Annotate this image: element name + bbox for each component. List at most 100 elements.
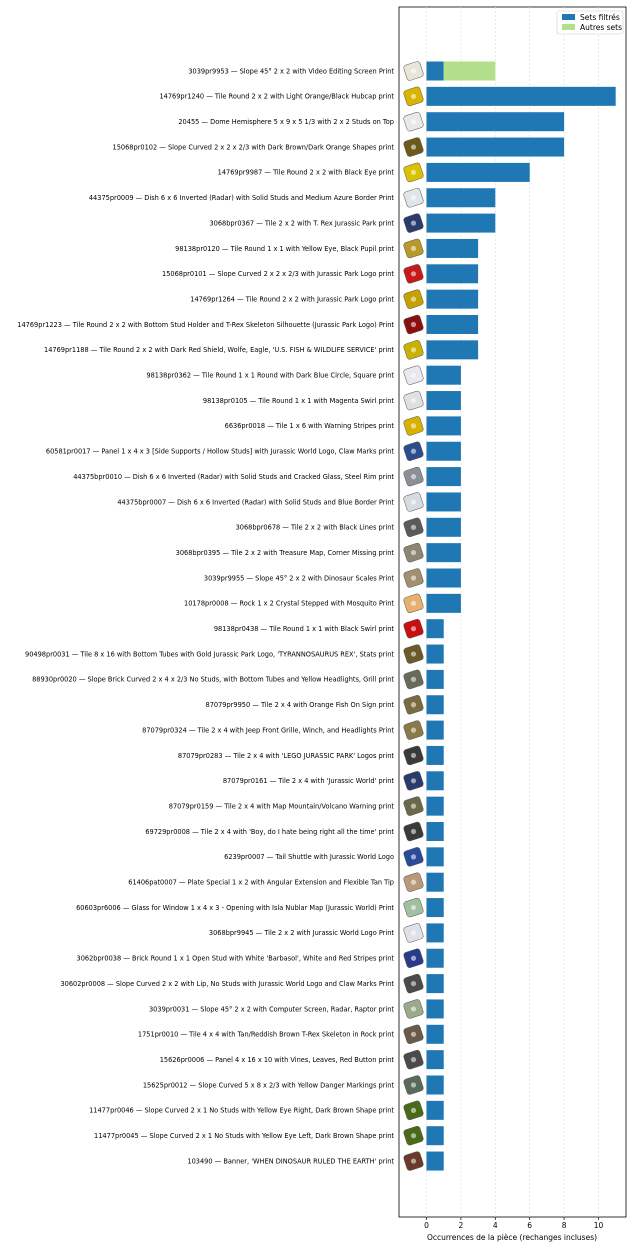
category-label: 15626pr0006 — Panel 4 x 16 x 10 with Vin… — [160, 1056, 395, 1064]
part-icon — [403, 796, 424, 816]
category-label: 3039pr0031 — Slope 45° 2 x 2 with Comput… — [149, 1005, 394, 1013]
bar-filtered — [426, 315, 479, 334]
category-label: 61406pat0007 — Plate Special 1 x 2 with … — [128, 879, 394, 887]
category-label: 3068bpr0678 — Tile 2 x 2 with Black Line… — [236, 524, 395, 532]
bar-filtered — [426, 695, 444, 715]
category-label: 14769pr1223 — Tile Round 2 x 2 with Bott… — [17, 321, 394, 329]
category-label: 98138pr0438 — Tile Round 1 x 1 with Blac… — [214, 625, 395, 633]
part-icon — [403, 948, 424, 968]
legend-label-other: Autres sets — [580, 23, 622, 32]
part-icon — [403, 1024, 424, 1045]
category-label: 44375bpr0010 — Dish 6 x 6 Inverted (Rada… — [73, 473, 394, 481]
category-label: 14769pr1264 — Tile Round 2 x 2 with Jura… — [190, 295, 394, 303]
bar-filtered — [426, 644, 444, 664]
bar-filtered — [426, 999, 444, 1019]
part-icon — [403, 593, 424, 614]
category-label: 15068pr0101 — Slope Curved 2 x 2 x 2/3 w… — [162, 270, 394, 278]
x-tick-label: 8 — [562, 1221, 567, 1230]
bar-filtered — [426, 213, 496, 233]
bar-filtered — [426, 771, 444, 791]
category-label: 60581pr0017 — Panel 1 x 4 x 3 [Side Supp… — [46, 448, 394, 456]
bar-filtered — [426, 543, 461, 563]
category-label: 20455 — Dome Hemisphere 5 x 9 x 5 1/3 wi… — [178, 118, 394, 126]
category-label: 3068bpr0395 — Tile 2 x 2 with Treasure M… — [176, 549, 395, 557]
category-label: 87079pr0283 — Tile 2 x 4 with 'LEGO JURA… — [178, 752, 395, 760]
category-label: 6636pr0018 — Tile 1 x 6 with Warning Str… — [225, 422, 395, 430]
part-icons — [403, 61, 424, 1171]
part-icon — [403, 847, 424, 867]
category-label: 87079pr0324 — Tile 2 x 4 with Jeep Front… — [142, 726, 394, 734]
bar-filtered — [426, 948, 444, 968]
category-label: 15625pr0012 — Slope Curved 5 x 8 x 2/3 w… — [143, 1081, 395, 1089]
part-icon — [403, 568, 424, 588]
bar-filtered — [426, 1075, 444, 1095]
bar-filtered — [426, 188, 496, 208]
category-label: 3068bpr9945 — Tile 2 x 2 with Jurassic W… — [209, 929, 395, 937]
bar-filtered — [426, 822, 444, 841]
part-icon — [403, 441, 424, 461]
part-icon — [403, 872, 424, 892]
part-icon — [403, 821, 424, 842]
bar-filtered — [426, 61, 444, 81]
part-icon — [403, 999, 424, 1019]
x-tick-label: 0 — [424, 1221, 429, 1230]
category-label: 10178pr0008 — Rock 1 x 2 Crystal Stepped… — [184, 600, 394, 608]
part-icon — [403, 745, 424, 766]
bar-filtered — [426, 517, 461, 537]
part-icon — [403, 923, 424, 943]
bar-filtered — [426, 289, 479, 309]
legend-swatch-filtered — [562, 14, 575, 20]
part-icon — [403, 897, 424, 918]
legend: Sets filtrés Autres sets — [556, 10, 624, 35]
category-label: 98138pr0105 — Tile Round 1 x 1 with Mage… — [203, 397, 395, 405]
bar-filtered — [426, 923, 444, 943]
part-icon — [403, 466, 424, 487]
category-label: 6239pr0007 — Tail Shuttle with Jurassic … — [224, 853, 394, 861]
bar-other — [443, 61, 496, 81]
part-icon — [403, 542, 424, 563]
part-icon — [403, 618, 424, 639]
bar-filtered — [426, 416, 461, 436]
x-tick-label: 4 — [493, 1221, 498, 1230]
part-icon — [403, 188, 424, 208]
bar-filtered — [426, 238, 479, 258]
category-label: 14769pr1240 — Tile Round 2 x 2 with Ligh… — [159, 93, 394, 101]
bar-filtered — [426, 974, 444, 994]
x-axis-title: Occurrences de la pièce (rechanges inclu… — [427, 1233, 597, 1242]
category-label: 103490 — Banner, 'WHEN DINOSAUR RULED TH… — [187, 1157, 394, 1165]
part-icon — [403, 314, 424, 335]
part-icon — [403, 492, 424, 512]
bar-filtered — [426, 568, 461, 588]
x-axis-ticks: 0 2 4 6 8 10 — [424, 1217, 603, 1230]
category-label: 44375pr0009 — Dish 6 x 6 Inverted (Radar… — [89, 194, 395, 202]
bars — [426, 61, 616, 1171]
category-label: 3039pr9953 — Slope 45° 2 x 2 with Video … — [188, 67, 394, 75]
part-icon — [403, 517, 424, 538]
part-icon — [403, 771, 424, 791]
bar-filtered — [426, 720, 444, 740]
part-icon — [403, 289, 424, 309]
bar-filtered — [426, 492, 461, 512]
part-icon — [403, 390, 424, 411]
part-icon — [403, 1075, 424, 1095]
part-icon — [403, 695, 424, 715]
category-label: 11477pr0045 — Slope Curved 2 x 1 No Stud… — [94, 1132, 394, 1140]
part-icon — [403, 61, 424, 81]
category-label: 44375bpr0007 — Dish 6 x 6 Inverted (Rada… — [117, 498, 394, 506]
category-label: 1751pr0010 — Tile 4 x 4 with Tan/Reddish… — [138, 1031, 394, 1039]
category-label: 11477pr0046 — Slope Curved 2 x 1 No Stud… — [89, 1107, 394, 1115]
part-icon — [403, 213, 424, 233]
x-tick-label: 10 — [594, 1221, 604, 1230]
category-label: 15068pr0102 — Slope Curved 2 x 2 x 2/3 w… — [113, 143, 395, 151]
part-icon — [403, 340, 424, 360]
category-label: 98138pr0120 — Tile Round 1 x 1 with Yell… — [175, 245, 394, 253]
bar-filtered — [426, 391, 461, 411]
bar-filtered — [426, 669, 444, 689]
part-icon — [403, 1100, 424, 1121]
category-label: 87079pr0159 — Tile 2 x 4 with Map Mounta… — [169, 802, 395, 810]
bar-filtered — [426, 847, 444, 867]
part-icon — [403, 973, 424, 994]
bar-filtered — [426, 340, 479, 360]
bar-filtered — [426, 1151, 444, 1171]
